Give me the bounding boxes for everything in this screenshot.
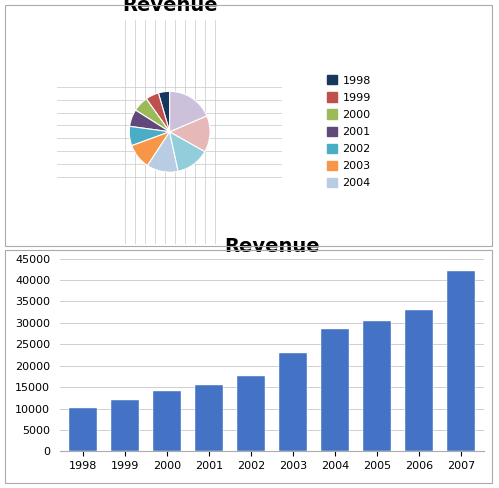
Wedge shape — [132, 132, 170, 165]
Wedge shape — [170, 116, 210, 152]
Wedge shape — [129, 126, 170, 145]
Wedge shape — [170, 132, 205, 171]
Title: Revenue: Revenue — [122, 0, 218, 15]
Wedge shape — [136, 99, 170, 132]
Wedge shape — [130, 110, 170, 132]
Legend: 1998, 1999, 2000, 2001, 2002, 2003, 2004: 1998, 1999, 2000, 2001, 2002, 2003, 2004 — [327, 75, 371, 188]
Bar — [405, 310, 433, 451]
Bar — [195, 385, 223, 451]
Title: Revenue: Revenue — [224, 237, 320, 256]
Wedge shape — [170, 91, 207, 132]
Wedge shape — [148, 132, 178, 172]
Bar — [238, 376, 264, 451]
Bar — [69, 407, 97, 451]
Bar — [111, 400, 139, 451]
Wedge shape — [146, 93, 170, 132]
Bar — [447, 271, 475, 451]
Bar — [321, 329, 349, 451]
Bar — [363, 321, 391, 451]
Bar — [153, 391, 181, 451]
Bar — [279, 353, 306, 451]
Wedge shape — [158, 91, 170, 132]
